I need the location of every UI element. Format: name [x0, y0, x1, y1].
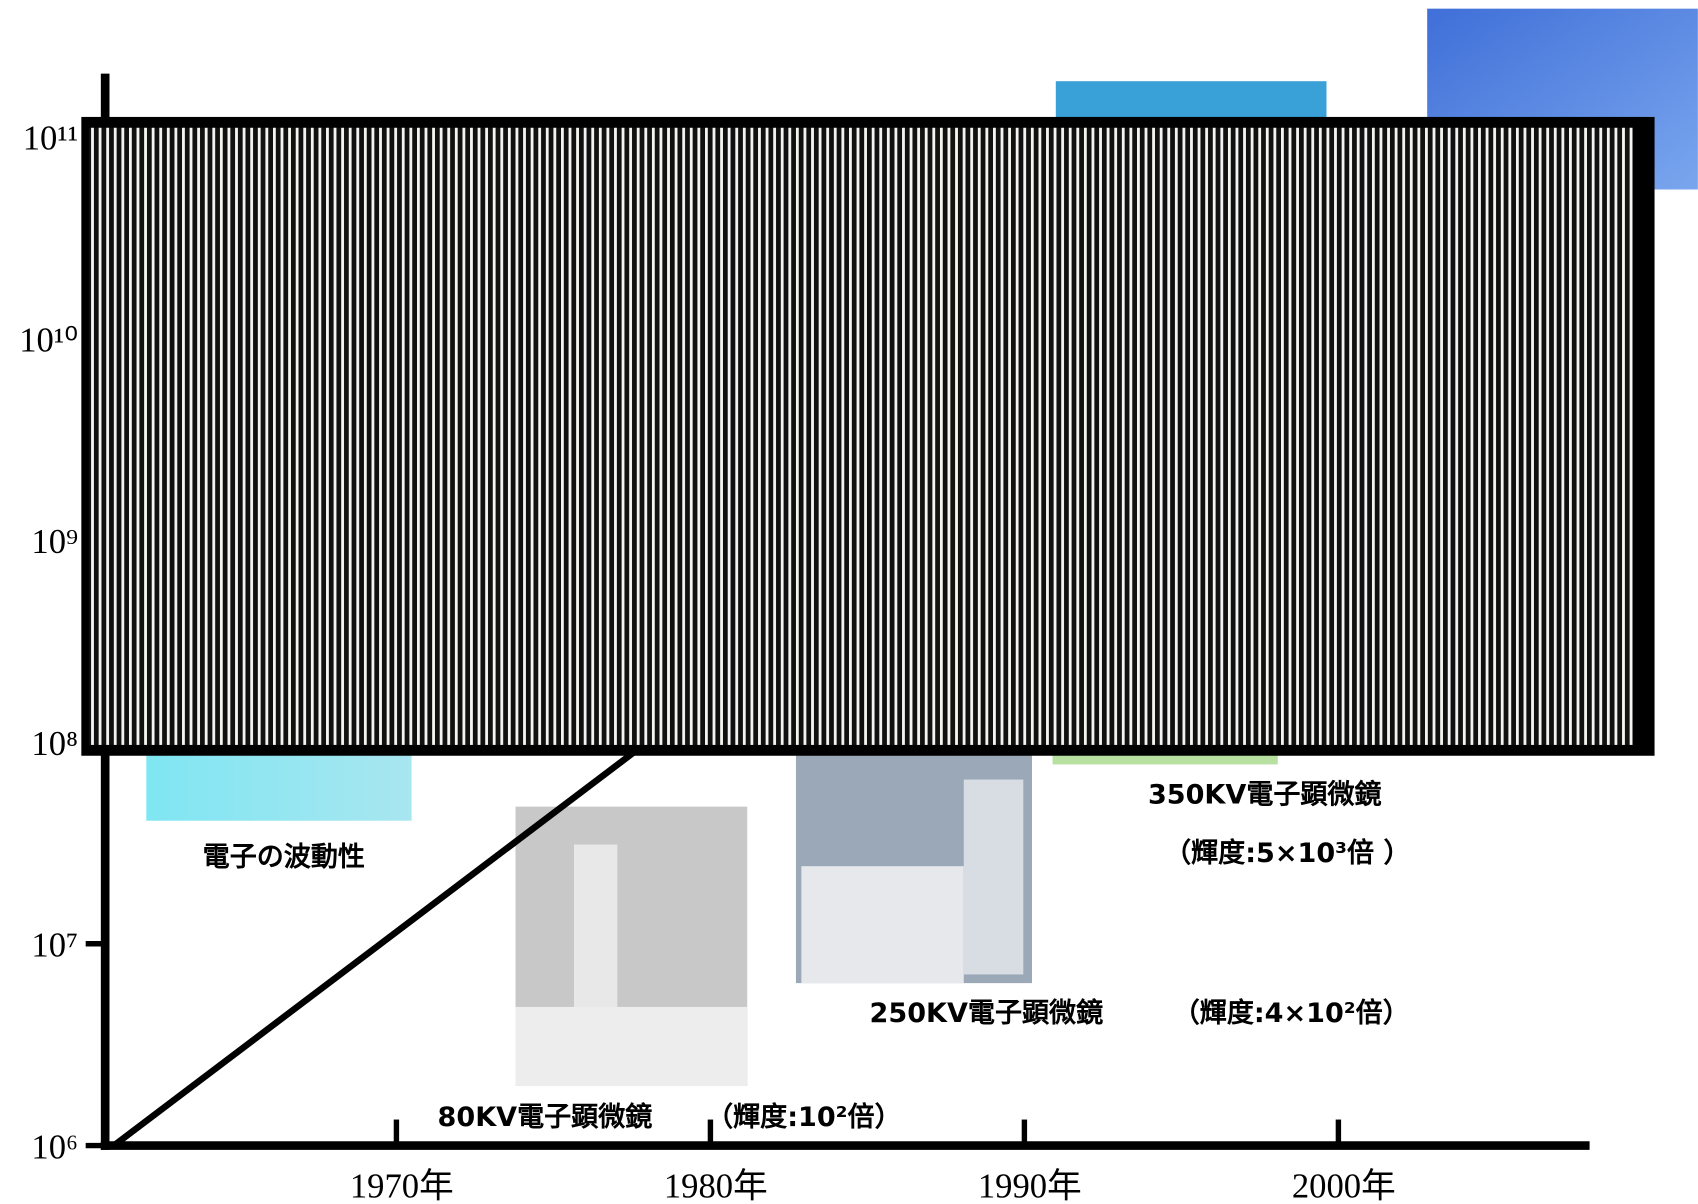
y-tick-label: 10⁶: [31, 1129, 78, 1167]
annotation: （輝度:10²倍）: [706, 1101, 902, 1133]
y-tick-label: 10¹⁰: [19, 321, 78, 359]
x-tick-label: 1970年: [350, 1168, 454, 1204]
photo-80kv-desk: [516, 1007, 748, 1086]
annotation: 80KV電子顕微鏡: [438, 1101, 653, 1133]
x-tick-label: 1980年: [664, 1168, 768, 1204]
annotation: （輝度:5×10³倍 ）: [1164, 837, 1410, 869]
annotation: 350KV電子顕微鏡: [1148, 778, 1382, 810]
photo-250kv-tank: [964, 780, 1024, 975]
annotation: 電子の波動性: [203, 842, 365, 873]
x-tick-label: 1990年: [978, 1168, 1082, 1204]
photo-80kv-column: [574, 845, 617, 1029]
annotation: 250KV電子顕微鏡: [870, 997, 1104, 1029]
fringe-image: [81, 117, 1654, 756]
annotation: （輝度:4×10²倍）: [1173, 997, 1410, 1029]
y-tick-label: 10⁸: [31, 725, 78, 763]
y-tick-label: 10⁷: [31, 927, 78, 965]
photo-250kv-desk: [801, 866, 963, 983]
photo-wave: [146, 747, 411, 821]
y-tick-label: 10¹¹: [23, 120, 78, 158]
slide: 電子の波動性 80KV電子顕微鏡 （輝度:10²倍） 250KV電子顕微鏡 （輝…: [0, 0, 1698, 1204]
x-tick-label: 2000年: [1292, 1168, 1396, 1204]
y-tick-label: 10⁹: [31, 523, 78, 561]
